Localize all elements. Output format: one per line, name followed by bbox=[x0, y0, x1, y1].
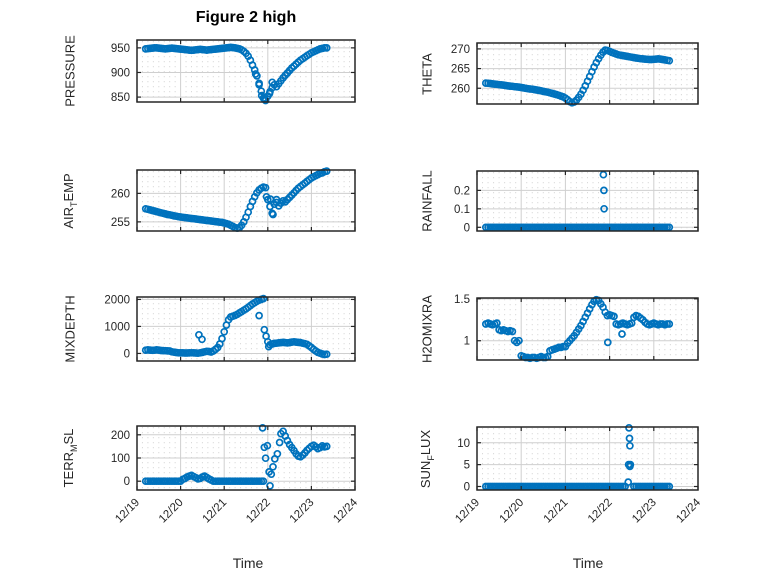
subplot-airtemp: 255 260 bbox=[111, 167, 356, 232]
data-points bbox=[481, 46, 674, 107]
y-tick-label: 10 bbox=[457, 438, 470, 450]
data-points bbox=[141, 167, 331, 232]
y-tick-label: 0 bbox=[124, 348, 130, 360]
figure-title: Figure 2 high bbox=[195, 9, 297, 26]
axes-box bbox=[476, 42, 699, 105]
x-tick-label: 12/21 bbox=[200, 497, 229, 526]
subplot-theta: 260 265 270 bbox=[451, 42, 699, 107]
subplot-terrmsl: 0 100 200 12/19 12/20 12/21 12/22 12/23 12/24 bbox=[111, 424, 361, 526]
data-points bbox=[481, 424, 674, 491]
data-points bbox=[141, 424, 331, 490]
x-tick-label: 12/22 bbox=[586, 497, 615, 526]
y-tick-label: 1000 bbox=[104, 321, 130, 333]
y-tick-label: 0 bbox=[124, 476, 130, 488]
data-points bbox=[141, 43, 331, 105]
axes-box bbox=[476, 426, 699, 491]
axes-box bbox=[136, 425, 356, 491]
y-tick-label: 0.1 bbox=[454, 204, 470, 216]
grid bbox=[477, 427, 698, 490]
ylabel-h2omixra: H2OMIXRA bbox=[419, 295, 435, 363]
data-points bbox=[481, 295, 674, 363]
y-tick-label: 900 bbox=[111, 67, 130, 79]
subplot-h2omixra: 11.5 bbox=[454, 294, 699, 363]
ylabel-pressure: PRESSURE bbox=[62, 35, 78, 107]
ylabel-mixdepth: MIXDEPTH bbox=[62, 295, 78, 363]
x-tick-label: 12/23 bbox=[288, 497, 317, 526]
y-tick-label: 270 bbox=[451, 44, 470, 56]
x-tick-label: 12/19 bbox=[113, 497, 142, 526]
x-tick-label: 12/20 bbox=[497, 497, 526, 526]
y-tick-label: 0 bbox=[464, 222, 470, 234]
y-tick-label: 5 bbox=[464, 460, 470, 472]
x-tick-label: 12/24 bbox=[331, 496, 360, 525]
y-tick-label: 255 bbox=[111, 217, 130, 229]
x-tick-label: 12/23 bbox=[630, 497, 659, 526]
x-tick-label: 12/19 bbox=[453, 497, 482, 526]
y-tick-label: 0.2 bbox=[454, 185, 470, 197]
time-label-left: Time bbox=[232, 555, 264, 571]
y-tick-label: 850 bbox=[111, 92, 130, 104]
data-points bbox=[141, 294, 331, 359]
grid bbox=[477, 298, 698, 360]
y-tick-label: 260 bbox=[451, 83, 470, 95]
x-tick-label: 12/22 bbox=[244, 497, 273, 526]
y-tick-label: 950 bbox=[111, 43, 130, 55]
subplot-mixdepth: 0 1000 2000 bbox=[104, 294, 356, 362]
x-tick-label: 12/21 bbox=[542, 497, 571, 526]
ylabel-sunflux: SUNFLUX bbox=[418, 429, 436, 488]
y-tick-label: 100 bbox=[111, 453, 130, 465]
ylabel-terrmsl: TERRMSL bbox=[61, 428, 79, 488]
y-tick-label: 260 bbox=[111, 188, 130, 200]
y-tick-label: 2000 bbox=[104, 294, 130, 306]
data-points bbox=[481, 170, 674, 232]
y-tick-label: 1.5 bbox=[454, 294, 470, 306]
axes-box bbox=[136, 169, 356, 232]
ylabel-airtemp: AIRTEMP bbox=[61, 172, 79, 229]
y-tick-label: 265 bbox=[451, 64, 470, 76]
subplot-rainfall: 0 0.1 0.2 bbox=[454, 170, 699, 234]
subplot-sunflux: 0 5 10 12/19 12/20 12/21 12/22 12/23 12/24 bbox=[453, 424, 704, 526]
axes-box bbox=[476, 297, 699, 361]
y-tick-label: 200 bbox=[111, 430, 130, 442]
ylabel-theta: THETA bbox=[419, 52, 435, 95]
axes-box bbox=[136, 39, 356, 103]
time-label-right: Time bbox=[572, 555, 604, 571]
x-tick-label: 12/24 bbox=[674, 496, 703, 525]
y-tick-label: 1 bbox=[464, 336, 470, 348]
axes-box bbox=[136, 296, 356, 362]
y-tick-label: 0 bbox=[464, 482, 470, 494]
axes-box bbox=[476, 170, 699, 232]
grid bbox=[477, 171, 698, 231]
subplot-pressure: 850 900 950 bbox=[111, 39, 356, 105]
x-tick-label: 12/20 bbox=[157, 497, 186, 526]
ylabel-rainfall: RAINFALL bbox=[419, 170, 435, 232]
